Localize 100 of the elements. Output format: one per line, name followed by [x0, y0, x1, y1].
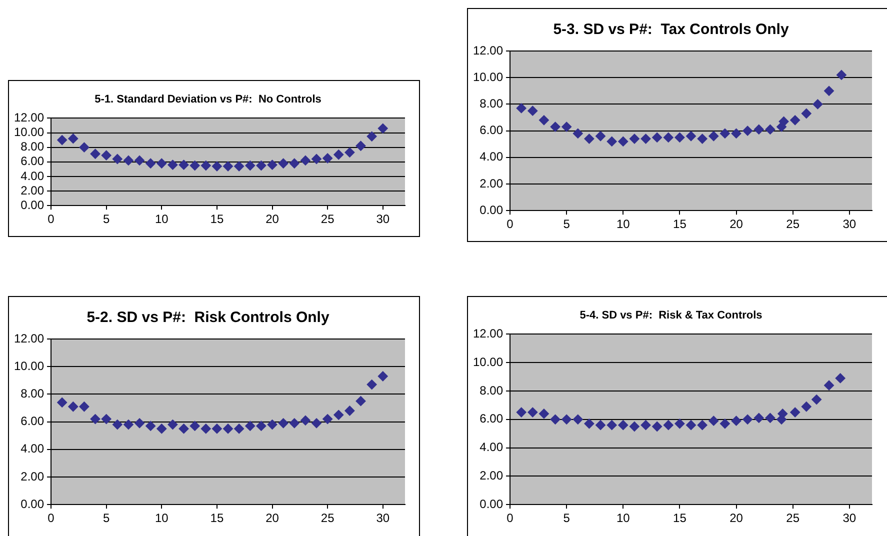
y-tick-label: 2.00 [20, 469, 44, 484]
x-tick-label: 0 [506, 511, 514, 526]
point [123, 420, 134, 430]
point [562, 122, 572, 132]
x-tick-label: 10 [154, 511, 169, 526]
point [112, 154, 122, 164]
point [731, 128, 742, 138]
point [212, 424, 222, 434]
x-tick-label: 25 [320, 212, 335, 226]
point [200, 160, 211, 171]
point [697, 134, 708, 144]
y-tick-label: 2.00 [20, 183, 44, 198]
point [584, 418, 594, 429]
point [212, 161, 222, 172]
x-tick-label: 5 [563, 217, 570, 232]
point [629, 422, 640, 432]
chart-title: 5-1. Standard Deviation vs P#: No Controls [94, 94, 322, 106]
x-tick-label: 30 [376, 212, 390, 226]
point [528, 407, 538, 418]
point [640, 420, 651, 430]
point [366, 380, 377, 390]
y-tick-label: 6.00 [480, 123, 504, 138]
point [57, 135, 68, 146]
x-tick-label: 20 [266, 511, 280, 526]
y-tick-label: 12.00 [473, 43, 504, 58]
x-tick-label: 0 [48, 212, 55, 226]
y-tick-label: 2.00 [480, 176, 504, 190]
point [278, 418, 288, 428]
point [790, 407, 800, 418]
point [663, 420, 674, 430]
point [596, 420, 606, 430]
point [562, 414, 572, 424]
point [754, 412, 764, 423]
point [300, 155, 310, 166]
point [835, 373, 846, 384]
point [134, 418, 145, 428]
point [101, 414, 112, 424]
point [146, 158, 156, 168]
y-tick-label: 0.00 [20, 496, 44, 511]
point [663, 132, 674, 142]
point [618, 420, 628, 430]
point [708, 416, 719, 426]
point [528, 106, 538, 116]
point [629, 134, 640, 144]
y-tick-label: 4.00 [480, 440, 504, 454]
x-tick-label: 5 [102, 511, 110, 526]
point [334, 410, 344, 420]
point [378, 371, 388, 382]
point [697, 420, 708, 430]
point [134, 155, 145, 166]
y-tick-label: 0.00 [480, 496, 504, 511]
point [322, 414, 333, 424]
point [618, 136, 628, 146]
point [596, 131, 606, 142]
point [584, 134, 594, 144]
x-tick-label: 10 [616, 511, 630, 526]
x-tick-label: 25 [320, 511, 335, 526]
y-tick-label: 4.00 [20, 442, 44, 456]
x-tick-label: 20 [266, 212, 280, 226]
point [686, 420, 696, 430]
point [378, 123, 388, 134]
point [156, 158, 167, 168]
point [344, 147, 355, 158]
y-tick-label: 10.00 [14, 358, 44, 373]
point [267, 420, 278, 430]
point [708, 131, 719, 142]
y-tick-label: 12.00 [14, 110, 44, 125]
point [68, 134, 78, 144]
y-tick-label: 8.00 [480, 96, 504, 111]
y-tick-label: 12.00 [473, 326, 504, 341]
point [190, 160, 200, 171]
point [146, 420, 156, 431]
y-tick-label: 10.00 [14, 125, 44, 140]
x-tick-label: 5 [102, 212, 110, 226]
x-tick-label: 30 [376, 511, 390, 526]
point [778, 116, 789, 126]
point [742, 414, 753, 424]
y-tick-label: 6.00 [20, 414, 44, 428]
point [765, 412, 776, 423]
point [790, 115, 800, 126]
point [168, 420, 178, 430]
x-tick-label: 20 [730, 217, 744, 232]
x-tick-label: 15 [673, 217, 687, 232]
point [90, 148, 100, 159]
point [178, 424, 189, 434]
point [572, 414, 583, 424]
point [356, 140, 366, 151]
x-tick-label: 25 [786, 511, 800, 526]
x-tick-label: 30 [842, 511, 856, 526]
point [245, 160, 256, 171]
point [550, 414, 560, 424]
y-tick-label: 0.00 [20, 198, 44, 212]
y-tick-label: 6.00 [480, 412, 504, 426]
point [178, 160, 189, 170]
point [778, 408, 788, 419]
x-tick-label: 10 [616, 217, 630, 232]
y-tick-label: 10.00 [473, 354, 504, 369]
point [720, 418, 730, 429]
point [652, 132, 662, 142]
point [516, 103, 526, 114]
